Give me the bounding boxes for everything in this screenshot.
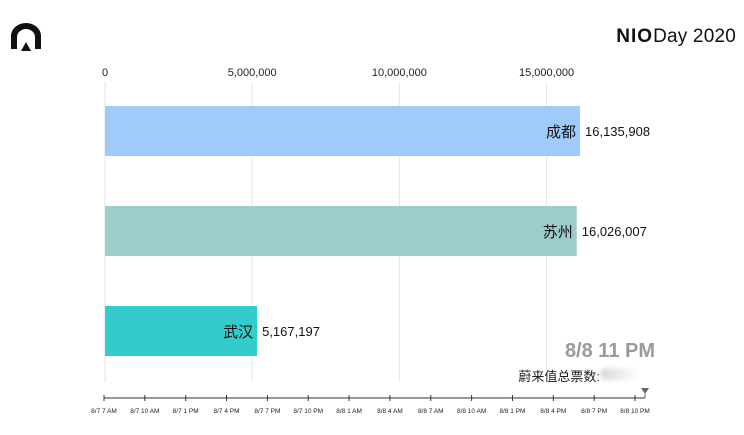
x-tick-label: 15,000,000 <box>519 67 574 79</box>
timeline-label: 8/7 7 AM <box>91 408 117 415</box>
brand-day: Day 2020 <box>653 26 736 47</box>
timeline-label: 8/7 10 PM <box>293 408 323 415</box>
bar-category-label: 成都 <box>546 124 576 141</box>
timeline-label: 8/8 1 PM <box>499 408 525 415</box>
bar-value-label: 16,135,908 <box>585 124 650 139</box>
current-time: 8/8 11 PM <box>564 340 655 362</box>
timeline-label: 8/8 4 PM <box>540 408 566 415</box>
bar <box>105 206 577 256</box>
timeline: 8/7 7 AM 8/7 10 AM 8/7 1 PM 8/7 4 PM 8/7 7 P… <box>91 388 650 415</box>
bar-category-label: 苏州 <box>543 224 573 241</box>
timeline-label: 8/8 7 AM <box>418 408 444 415</box>
x-tick-labels: 0 5,000,000 10,000,000 15,000,000 <box>102 67 574 79</box>
bar <box>105 106 580 156</box>
bar-value-label: 16,026,007 <box>582 224 647 239</box>
x-tick-label: 0 <box>102 67 108 79</box>
timeline-label: 8/7 1 PM <box>173 408 199 415</box>
timeline-label: 8/7 7 PM <box>254 408 280 415</box>
timeline-label: 8/8 4 AM <box>377 408 403 415</box>
brand-nio: NIO <box>616 26 654 47</box>
nio-logo-icon <box>11 23 41 51</box>
timeline-label: 8/8 10 PM <box>620 408 650 415</box>
timeline-label: 8/7 10 AM <box>130 408 159 415</box>
x-tick-label: 10,000,000 <box>372 67 427 79</box>
brand-title: NIODay 2020 <box>616 26 736 48</box>
x-tick-label: 5,000,000 <box>228 67 277 79</box>
bars: 成都 16,135,908 苏州 16,026,007 武汉 5,167,197 <box>105 106 650 356</box>
bar <box>105 306 258 356</box>
timeline-label: 8/7 4 PM <box>214 408 240 415</box>
timeline-label: 8/8 7 PM <box>581 408 607 415</box>
timeline-label: 8/8 10 AM <box>457 408 486 415</box>
bar-value-label: 5,167,197 <box>262 324 320 339</box>
total-votes-label: 蔚来值总票数: <box>518 369 600 384</box>
total-votes-value-blurred <box>600 368 640 380</box>
timeline-label: 8/8 1 AM <box>336 408 362 415</box>
timeline-marker <box>641 388 649 394</box>
bar-category-label: 武汉 <box>223 324 253 341</box>
